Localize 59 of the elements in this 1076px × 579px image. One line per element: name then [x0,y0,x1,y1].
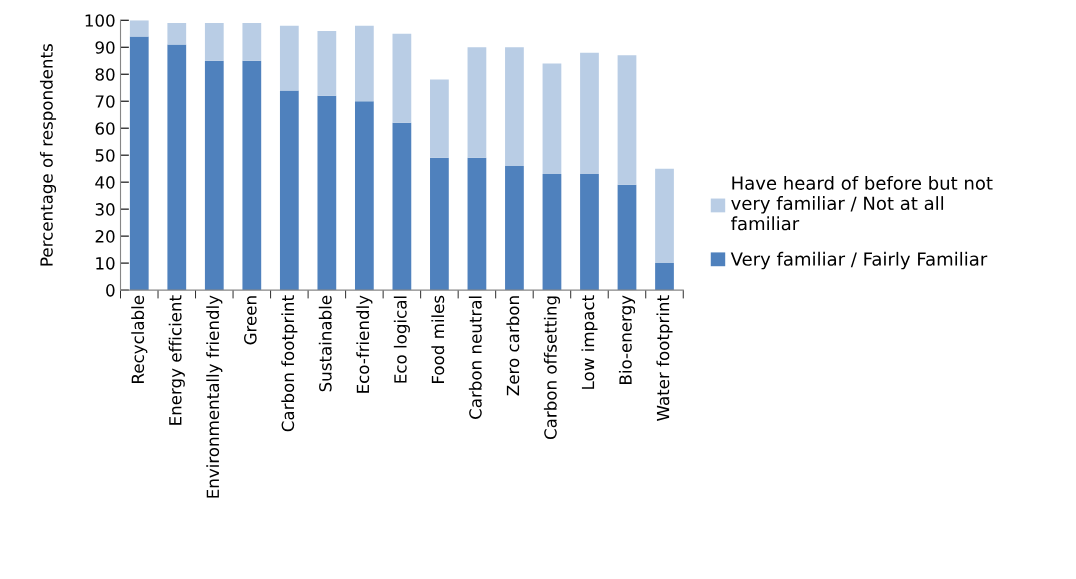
y-tick-label: 60 [95,122,115,135]
y-tick-label: 10 [96,257,115,270]
bar [542,63,562,175]
bar [354,25,374,102]
legend-label: Have heard of before but not very familiar / Not at all familiar [731,175,993,231]
y-tick-label: 20 [95,230,115,243]
bar [655,263,674,291]
y-tick-label: 80 [95,68,115,81]
bar [354,101,374,291]
bar [204,22,224,61]
x-tick-label: Sustainable [318,295,332,392]
bar [167,22,187,45]
bar [167,44,187,291]
x-tick-label: Recyclable [131,295,148,383]
x-tick-label: Green [244,296,257,345]
bar [617,184,637,291]
y-tick-label: 40 [95,176,115,189]
bar [279,25,299,91]
bar [129,36,149,291]
bar [242,60,262,291]
bar [505,47,524,166]
x-tick-label: Eco-friendly [356,295,373,393]
y-tick-label: 50 [95,149,115,162]
bar [505,165,524,291]
y-axis-title: Percentage of respondents [39,44,57,266]
x-tick-label: Carbon offsetting [543,296,561,440]
bar [242,22,262,61]
x-tick-label: Environmentally friendly [206,295,223,498]
bar [580,52,599,175]
bar [467,47,487,158]
bar [392,33,412,123]
bar [317,31,337,96]
x-tick-label: Food miles [431,295,445,383]
bar [617,55,637,185]
bar [655,168,674,264]
bar [467,157,487,291]
bar [129,20,149,37]
x-tick-label: Carbon neutral [468,296,482,419]
bar [204,60,224,291]
bar [317,95,337,291]
y-tick-label: 70 [95,95,115,108]
bar [392,122,412,291]
x-tick-label: Eco logical [393,296,410,383]
bar [580,174,599,291]
y-tick-label: 90 [95,41,115,54]
x-tick-label: Zero carbon [506,296,520,396]
x-tick-label: Bio-energy [618,295,636,384]
y-tick-label: 30 [95,203,115,216]
bar [430,79,449,158]
x-tick-label: Carbon footprint [281,295,298,432]
x-tick-label: Low impact [581,295,598,389]
bar [542,174,562,291]
x-tick-label: Water footprint [656,295,673,421]
y-tick-label: 100 [85,14,115,27]
bar [430,157,449,291]
legend-label: Very familiar / Fairly Familiar [730,251,988,270]
bar [279,90,299,291]
x-tick-label: Energy efficient [168,295,185,425]
y-tick-label: 0 [106,284,115,297]
